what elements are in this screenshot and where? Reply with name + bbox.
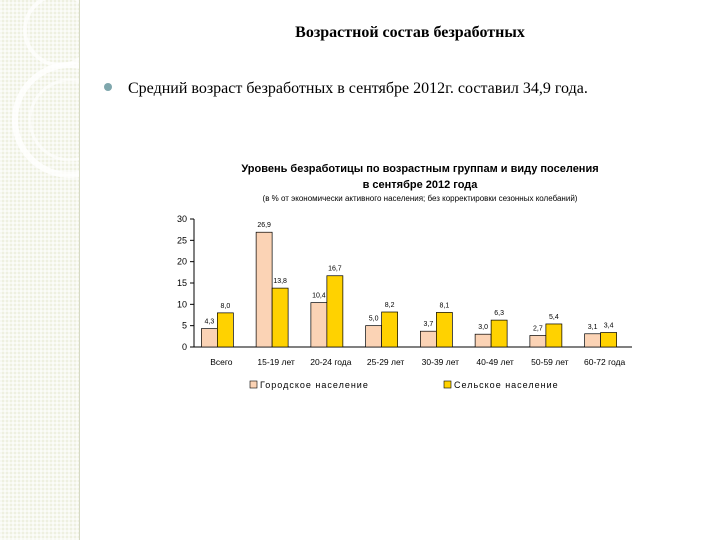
- data-label-rural: 8,2: [385, 302, 395, 309]
- x-category-label: 60-72 года: [584, 357, 626, 367]
- x-category-label: 20-24 года: [310, 357, 352, 367]
- decorative-sidebar: [0, 0, 80, 540]
- bar-urban: [420, 330, 437, 348]
- legend-urban-label: Городское население: [260, 380, 369, 390]
- data-label-urban: 26,9: [257, 222, 271, 229]
- bar-urban: [201, 328, 218, 348]
- y-tick-label: 5: [182, 321, 187, 331]
- data-label-rural: 8,0: [221, 303, 231, 310]
- x-category-label: 25-29 лет: [367, 357, 405, 367]
- chart-title-line1: Уровень безработицы по возрастным группа…: [241, 163, 598, 175]
- bar-urban: [365, 325, 382, 348]
- y-tick-label: 25: [177, 235, 187, 245]
- bar-urban: [310, 302, 328, 348]
- bar-rural: [217, 312, 234, 348]
- bar-rural: [436, 312, 453, 348]
- bar-urban: [255, 231, 273, 348]
- x-axis-labels: Всего 15-19 лет 20-24 года 25-29 лет 30-39 л…: [210, 357, 625, 367]
- y-axis: 0 5 10 15 20 25 30: [177, 214, 632, 352]
- bars-group: 4,3 8,0 26,9 13,8 10,4 16,7 5,0 8,2 3,7 8,1 3,0 6,3…: [201, 222, 617, 348]
- bullet-item: Средний возраст безработных в сентябре 2…: [104, 80, 704, 98]
- bar-rural: [600, 332, 617, 348]
- slide-title: Возрастной состав безработных: [295, 24, 525, 41]
- x-category-label: 15-19 лет: [257, 357, 295, 367]
- bar-urban: [474, 333, 492, 348]
- decorative-swirl-icon: [12, 0, 80, 178]
- data-label-rural: 13,8: [273, 278, 287, 285]
- x-category-label: Всего: [210, 357, 233, 367]
- bar-rural: [271, 287, 289, 348]
- y-tick-label: 15: [177, 278, 187, 288]
- chart-title-line2: в сентябре 2012 года: [363, 179, 479, 191]
- y-tick-label: 30: [177, 214, 187, 224]
- bullet-dot-icon: [104, 83, 112, 91]
- bar-rural: [490, 319, 508, 348]
- data-label-rural: 8,1: [440, 302, 450, 309]
- bar-rural: [545, 323, 563, 348]
- bar-urban: [584, 333, 601, 348]
- y-tick-label: 10: [177, 299, 187, 309]
- bullet-text: Средний возраст безработных в сентябре 2…: [128, 80, 588, 97]
- x-category-label: 30-39 лет: [422, 357, 460, 367]
- data-label-urban: 3,0: [478, 324, 488, 331]
- legend: Городское население Сельское население: [249, 380, 559, 390]
- x-category-label: 50-59 лет: [531, 357, 569, 367]
- y-tick-label: 20: [177, 257, 187, 267]
- legend-rural-label: Сельское население: [454, 380, 559, 390]
- legend-urban-swatch: [249, 380, 258, 389]
- data-label-urban: 2,7: [533, 325, 543, 332]
- bar-rural: [326, 275, 344, 348]
- bar-urban: [529, 335, 547, 348]
- legend-rural-swatch: [443, 380, 452, 389]
- data-label-urban: 10,4: [312, 293, 326, 300]
- data-label-urban: 3,1: [588, 324, 598, 331]
- data-label-rural: 6,3: [494, 310, 504, 317]
- data-label-rural: 3,4: [604, 322, 614, 329]
- chart-subtitle: (в % от экономически активного населения…: [263, 194, 578, 203]
- data-label-rural: 5,4: [549, 314, 559, 321]
- data-label-urban: 4,3: [205, 319, 215, 326]
- data-label-urban: 3,7: [424, 321, 434, 328]
- data-label-rural: 16,7: [328, 266, 342, 273]
- bar-rural: [381, 311, 398, 348]
- data-label-urban: 5,0: [369, 316, 379, 323]
- x-category-label: 40-49 лет: [476, 357, 514, 367]
- y-tick-label: 0: [182, 342, 187, 352]
